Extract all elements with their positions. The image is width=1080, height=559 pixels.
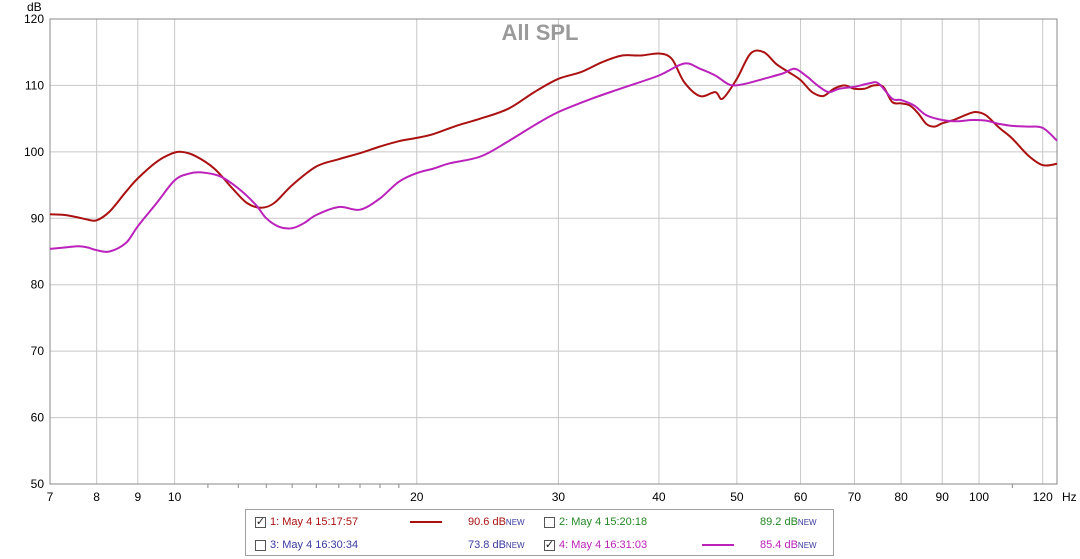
y-tick-label: 100 [24, 145, 44, 159]
plot-background [50, 19, 1057, 484]
legend-label-1: 1: May 4 15:17:57 [270, 516, 359, 528]
legend-item-4[interactable]: ✓ 4: May 4 16:31:03 [544, 534, 647, 556]
y-tick-label: 110 [25, 78, 44, 92]
y-tick-label: 50 [31, 477, 45, 491]
legend-item-3[interactable]: 3: May 4 16:30:34 [255, 534, 358, 556]
legend-checkbox-1[interactable]: ✓ [255, 515, 266, 528]
legend-swatch-1 [410, 521, 442, 523]
legend-row-1: ✓ 1: May 4 15:17:57 90.6 dB NEW 2: May 4 … [246, 511, 833, 533]
minor-ticks [207, 484, 1013, 488]
legend-new-badge-2: NEW [797, 517, 817, 527]
x-tick-label: 10 [168, 490, 182, 504]
legend-value-1: 90.6 dB NEW [468, 511, 525, 533]
plot-frame [49, 18, 1058, 485]
x-tick-label: 30 [552, 490, 566, 504]
x-tick-label: 50 [730, 490, 744, 504]
x-axis-unit: Hz [1062, 490, 1077, 504]
legend-item-2[interactable]: 2: May 4 15:20:18 [544, 511, 647, 533]
x-tick-label: 20 [410, 490, 424, 504]
x-tick-label: 80 [894, 490, 908, 504]
y-tick-label: 120 [24, 12, 44, 26]
y-tick-label: 70 [31, 344, 45, 358]
x-tick-labels: 7 8 9 10 20 30 40 50 60 70 80 90 100 120 [47, 490, 1053, 504]
chart-title: All SPL [501, 20, 578, 45]
grid [50, 19, 1057, 484]
x-tick-label: 100 [969, 490, 989, 504]
legend-value-3: 73.8 dB NEW [468, 534, 525, 556]
legend-value-text-1: 90.6 dB [468, 516, 506, 528]
spl-chart: All SPL 7 8 9 10 20 30 40 50 60 70 80 90 100 120 50 60… [24, 0, 1077, 504]
y-tick-label: 80 [31, 278, 45, 292]
legend-checkbox-3[interactable] [255, 539, 266, 551]
y-tick-label: 90 [31, 211, 45, 225]
x-tick-label: 40 [652, 490, 666, 504]
x-tick-label: 8 [93, 490, 100, 504]
legend-value-4: 85.4 dB NEW [760, 534, 817, 556]
legend-item-1[interactable]: ✓ 1: May 4 15:17:57 [255, 511, 358, 533]
legend-label-4: 4: May 4 16:31:03 [559, 539, 648, 551]
series-layer [49, 49, 1058, 253]
x-tick-label: 70 [848, 490, 862, 504]
x-tick-label: 90 [936, 490, 950, 504]
y-tick-label: 60 [31, 411, 45, 425]
y-axis-unit: dB [27, 0, 42, 14]
series-line-1 [49, 49, 1058, 222]
legend-row-2: 3: May 4 16:30:34 73.8 dB NEW ✓ 4: May 4 … [246, 534, 833, 556]
x-tick-label: 9 [134, 490, 141, 504]
legend-checkbox-4[interactable]: ✓ [544, 538, 555, 551]
legend-value-2: 89.2 dB NEW [760, 511, 817, 533]
y-tick-labels: 50 60 70 80 90 100 110 120 [24, 12, 44, 491]
series-line-2 [49, 62, 1058, 253]
legend-new-badge-3: NEW [505, 540, 525, 550]
x-tick-label: 7 [47, 490, 54, 504]
legend-value-text-3: 73.8 dB [468, 539, 506, 551]
legend: ✓ 1: May 4 15:17:57 90.6 dB NEW 2: May 4 … [245, 509, 834, 556]
legend-new-badge-4: NEW [797, 540, 817, 550]
legend-new-badge-1: NEW [505, 517, 525, 527]
legend-swatch-4 [702, 544, 734, 546]
legend-label-2: 2: May 4 15:20:18 [559, 516, 648, 528]
x-tick-label: 60 [794, 490, 808, 504]
legend-value-text-4: 85.4 dB [760, 539, 798, 551]
x-tick-label: 120 [1033, 490, 1053, 504]
legend-label-3: 3: May 4 16:30:34 [270, 539, 359, 551]
legend-value-text-2: 89.2 dB [760, 516, 798, 528]
legend-checkbox-2[interactable] [544, 516, 555, 528]
